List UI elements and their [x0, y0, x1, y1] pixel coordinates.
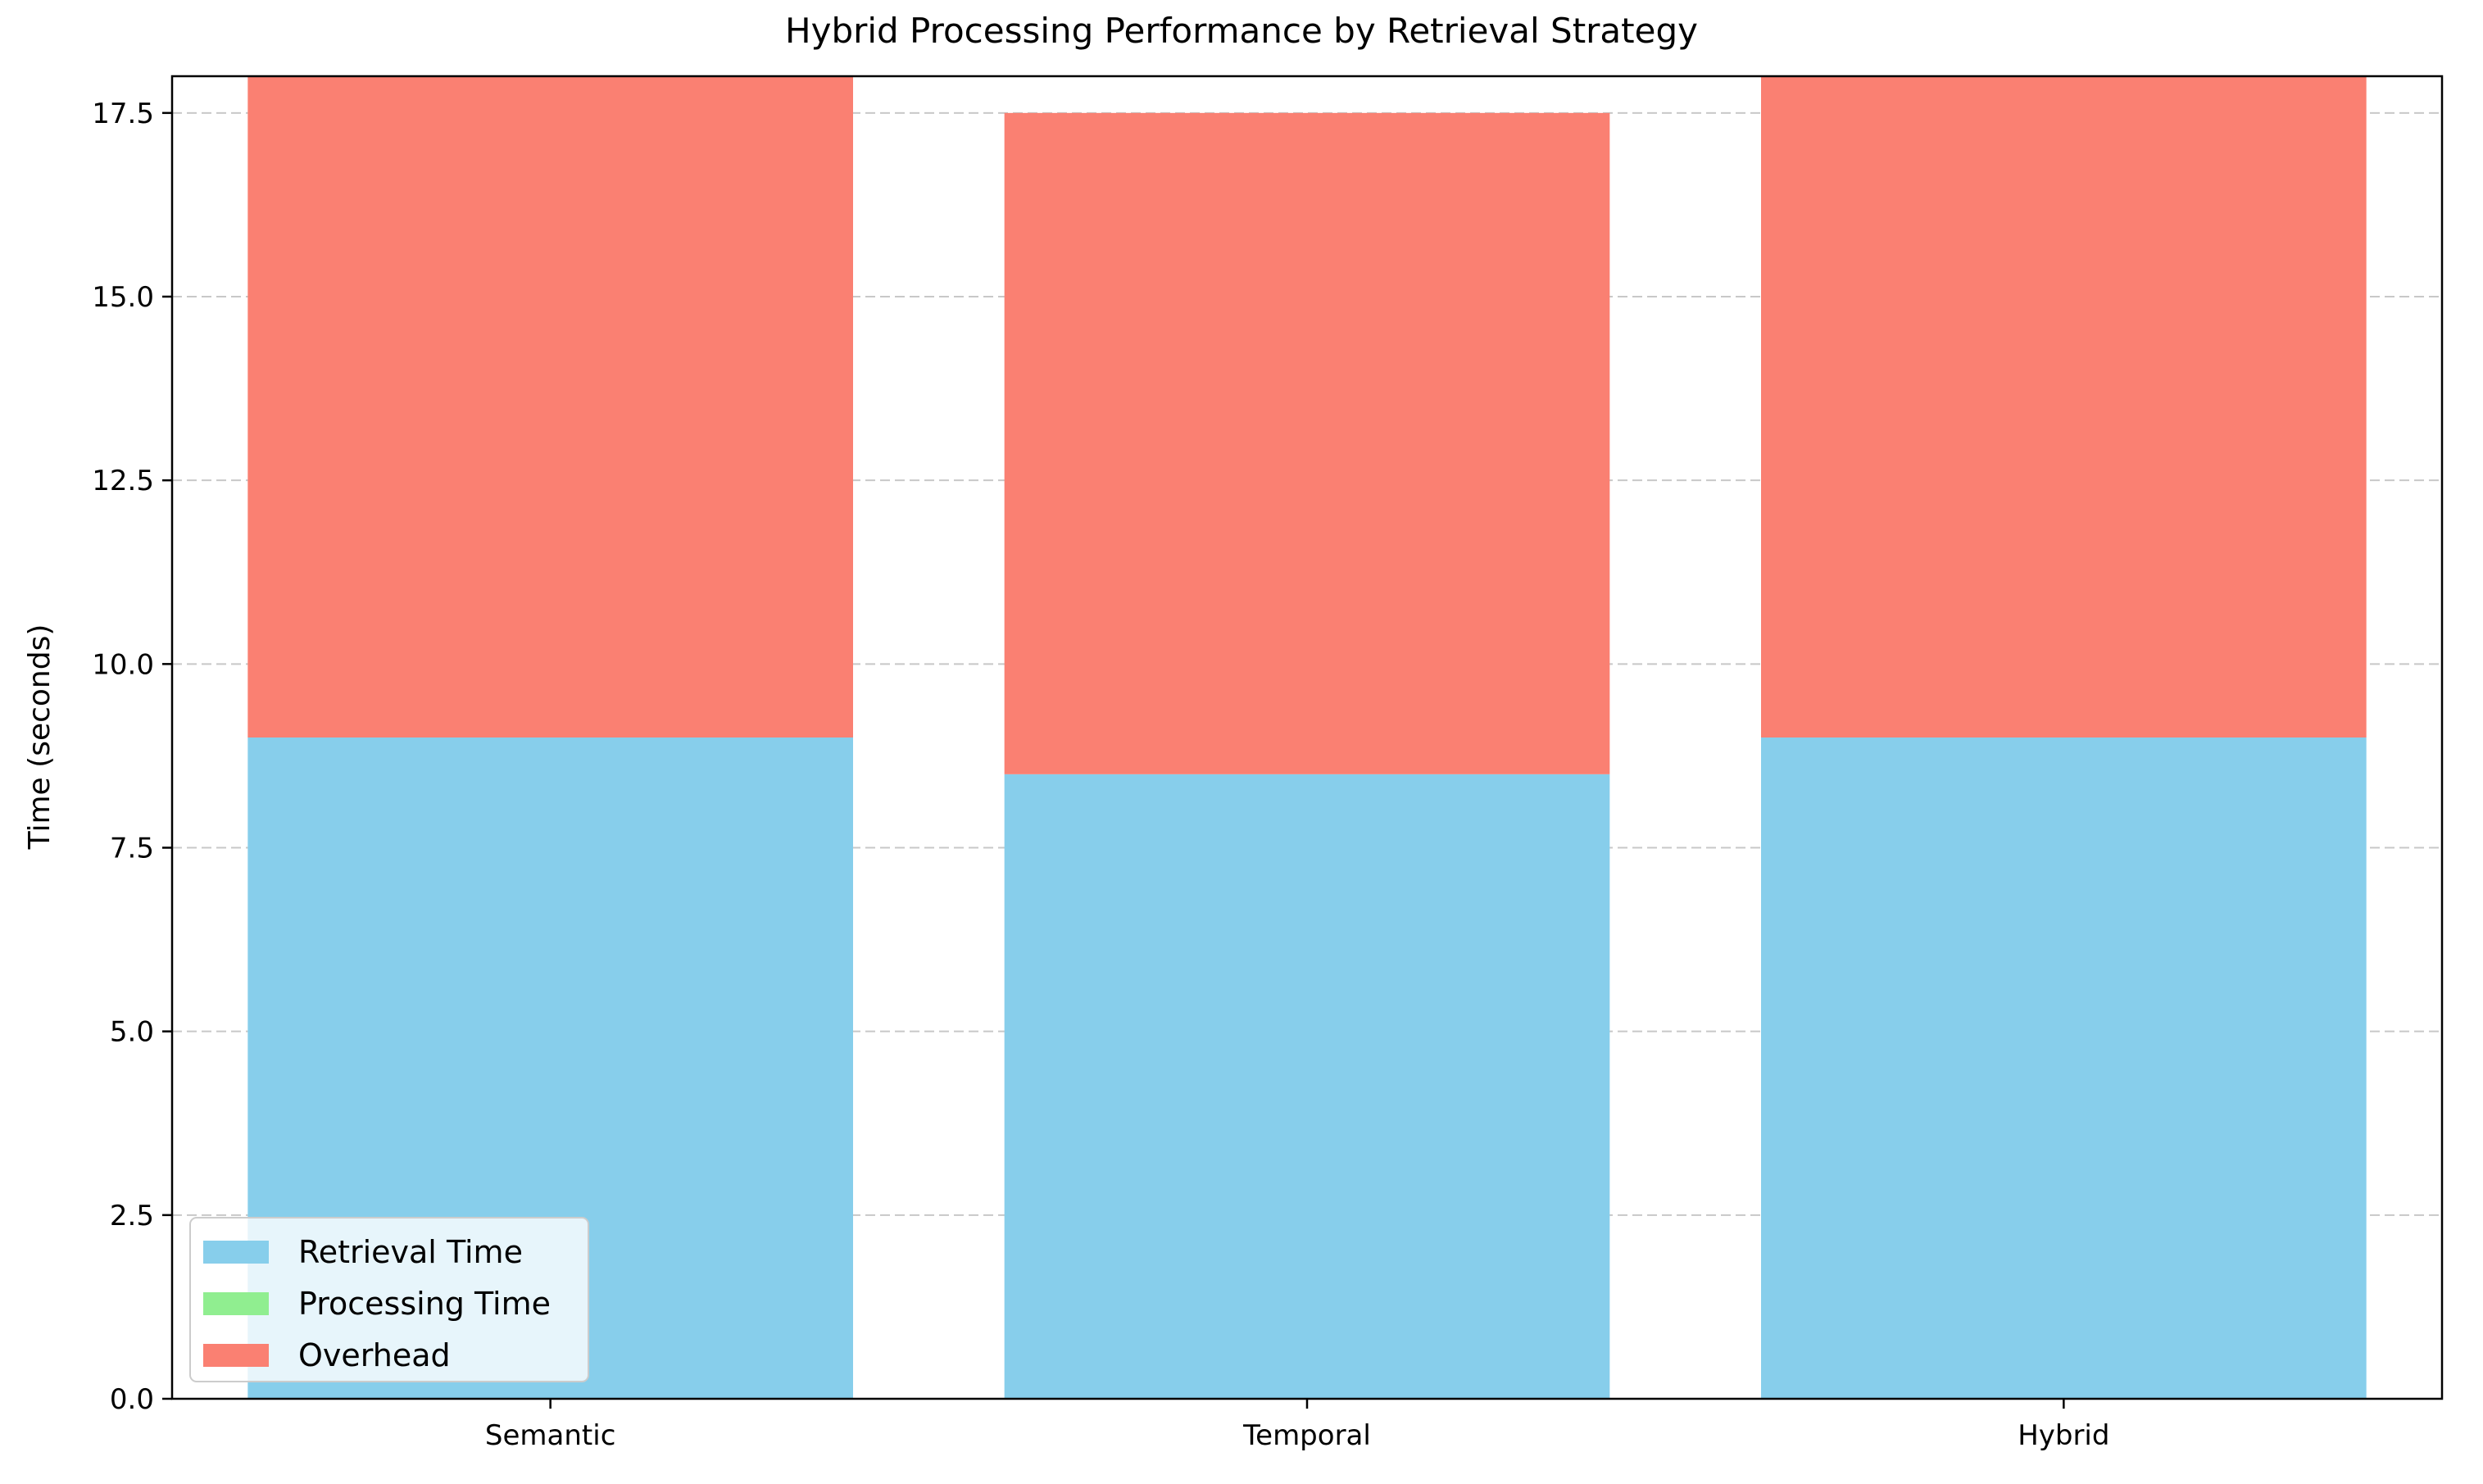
axes: 0.0 2.5 5.0 7.5 10.0 12.5 15.0 17.5 Semantic Temp…	[92, 75, 2444, 1452]
x-tick-label-temporal: Temporal	[1242, 1419, 1371, 1452]
legend-label-processing-time: Processing Time	[298, 1286, 551, 1322]
legend: Retrieval Time Processing Time Overhead	[189, 1217, 589, 1382]
y-axis-label: Time (seconds)	[23, 624, 57, 851]
chart-title: Hybrid Processing Performance by Retriev…	[785, 11, 1698, 51]
y-tick-label: 0.0	[110, 1383, 154, 1416]
bars	[247, 76, 2367, 1399]
bar-segment-overhead-hybrid	[1761, 76, 2367, 737]
bar-segment-overhead-temporal	[1004, 112, 1610, 774]
legend-swatch-overhead	[203, 1344, 269, 1367]
x-tick-label-hybrid: Hybrid	[2018, 1419, 2109, 1452]
legend-box	[189, 1217, 589, 1382]
y-tick-label: 5.0	[110, 1016, 154, 1049]
y-tick-label: 7.5	[110, 833, 154, 865]
bar-segment-retrieval-time-hybrid	[1761, 737, 2367, 1399]
legend-label-retrieval-time: Retrieval Time	[298, 1234, 523, 1270]
legend-swatch-processing-time	[203, 1292, 269, 1315]
x-tick-label-semantic: Semantic	[485, 1419, 615, 1452]
y-tick-label: 12.5	[92, 465, 154, 497]
y-tick-label: 2.5	[110, 1200, 154, 1232]
y-tick-label: 10.0	[92, 648, 154, 681]
legend-label-overhead: Overhead	[298, 1337, 451, 1373]
y-tick-label: 17.5	[92, 98, 154, 130]
bar-segment-retrieval-time-temporal	[1004, 774, 1610, 1399]
bar-segment-overhead-semantic	[247, 76, 853, 737]
y-tick-label: 15.0	[92, 281, 154, 314]
legend-swatch-retrieval-time	[203, 1241, 269, 1264]
